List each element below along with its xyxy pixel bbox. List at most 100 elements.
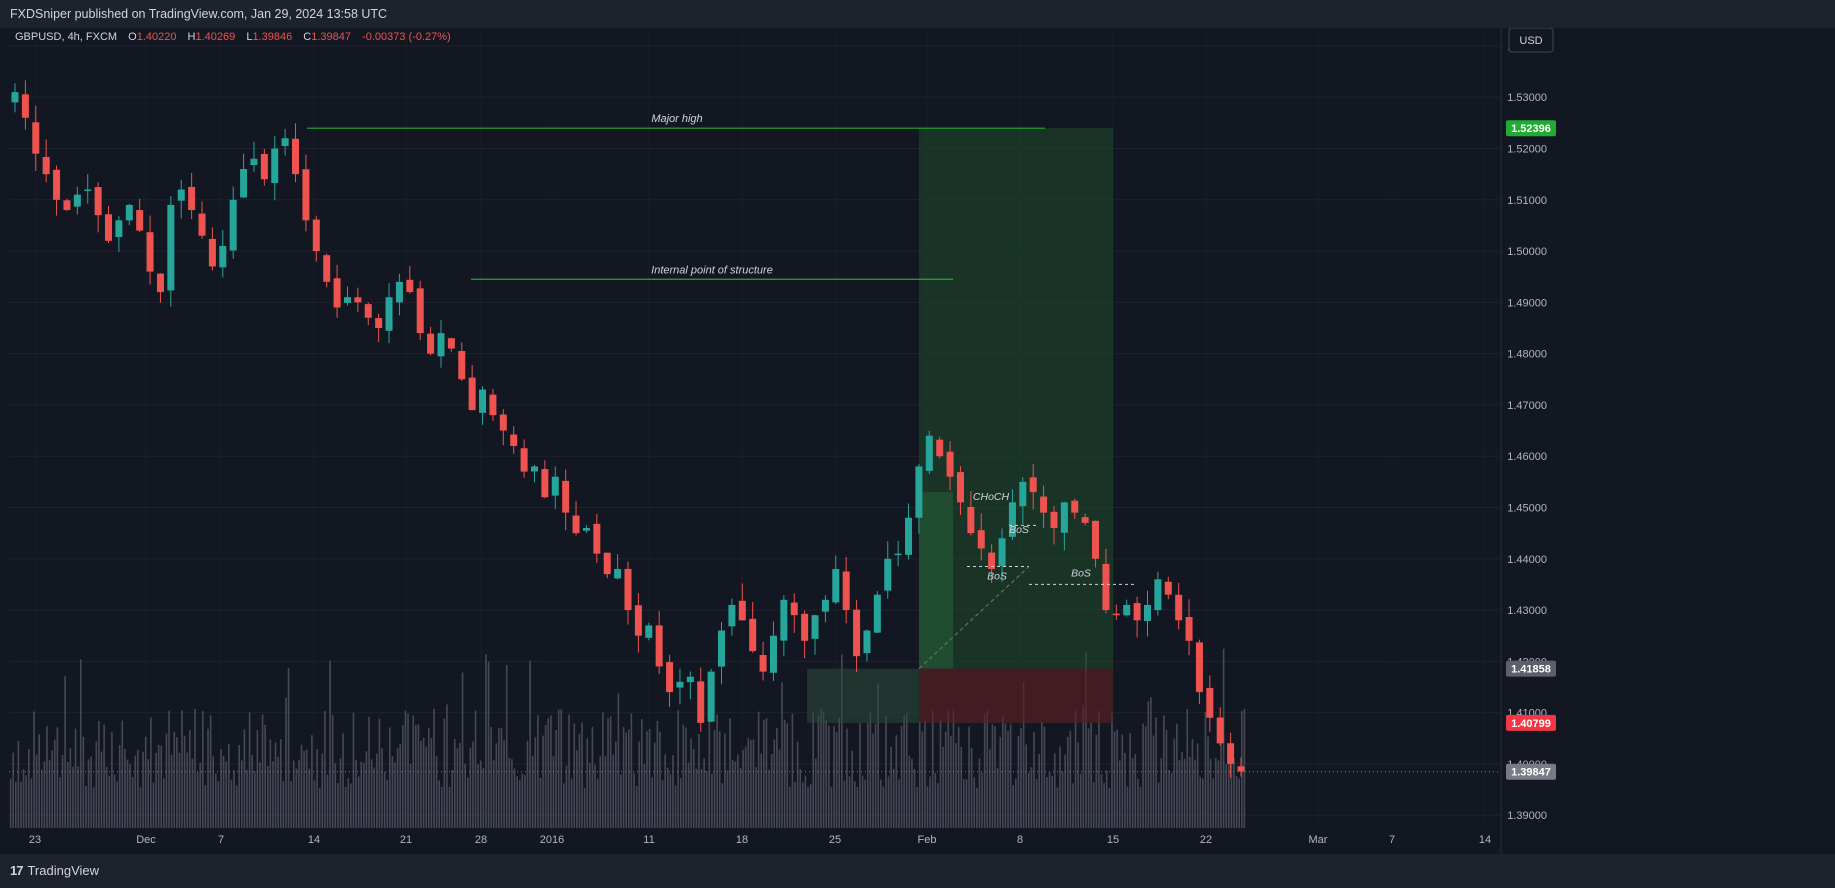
candle-body <box>728 604 736 627</box>
volume-bar <box>233 770 235 828</box>
volume-bar <box>160 745 163 828</box>
volume-bar <box>547 718 550 828</box>
tradingview-logo[interactable]: 17 TradingView <box>10 863 99 878</box>
volume-bar <box>970 748 973 828</box>
volume-bar <box>46 726 48 828</box>
volume-bar <box>469 747 472 828</box>
volume-bar <box>1105 770 1108 828</box>
volume-bar <box>1079 773 1082 828</box>
volume-bar <box>331 714 334 828</box>
volume-bar <box>635 786 638 828</box>
volume-bar <box>1121 734 1124 828</box>
volume-bar <box>934 772 937 828</box>
volume-bar <box>1131 758 1134 828</box>
volume-bar <box>189 730 191 828</box>
legend-close: 1.39847 <box>311 31 351 43</box>
volume-bar <box>796 741 799 828</box>
candle-body <box>468 377 476 411</box>
volume-bar <box>913 768 916 828</box>
volume-bar <box>500 728 503 828</box>
volume-bar <box>381 748 383 828</box>
candle-body <box>125 204 133 221</box>
volume-bar <box>570 778 573 828</box>
price-chart[interactable]: Major high Internal point of structure CHo… <box>9 27 1835 854</box>
internal-structure-label: Internal point of structure <box>651 264 773 276</box>
volume-bar <box>581 722 583 828</box>
volume-bar <box>1165 729 1168 828</box>
volume-bar <box>874 723 877 828</box>
candle-body <box>115 220 123 238</box>
candles <box>11 80 1245 778</box>
volume-bar <box>1139 786 1142 828</box>
volume-bar <box>879 779 882 828</box>
volume-bar <box>900 725 903 828</box>
volume-bar <box>1022 682 1025 828</box>
volume-bar <box>994 726 996 828</box>
candle-body <box>977 530 985 549</box>
volume-bar <box>305 749 308 828</box>
volume-bar <box>708 711 711 828</box>
candle-body <box>375 318 383 328</box>
volume-bar <box>337 782 339 828</box>
volume-bar <box>391 756 394 828</box>
time-tick-label: 25 <box>829 834 841 846</box>
stop-zone <box>919 668 1113 723</box>
candle-body <box>707 671 715 722</box>
tradingview-brand: TradingView <box>27 863 100 878</box>
volume-bar <box>33 711 35 828</box>
volume-bar <box>817 715 820 828</box>
volume-bar <box>492 760 495 828</box>
volume-bar <box>1191 738 1194 828</box>
candle-body <box>53 169 61 200</box>
candle-body <box>624 568 632 611</box>
volume-bar <box>459 742 461 828</box>
volume-bar <box>1111 712 1113 828</box>
volume-bar <box>77 766 79 828</box>
volume-bar <box>238 745 240 828</box>
volume-bar <box>773 739 776 828</box>
volume-bar <box>1124 753 1126 828</box>
volume-bar <box>1209 758 1212 828</box>
candle-body <box>437 333 445 357</box>
candle-body <box>915 466 923 518</box>
volume-bar <box>69 748 72 828</box>
volume-bar <box>1126 786 1129 828</box>
currency-label[interactable]: USD <box>1519 35 1542 47</box>
candle-body <box>1029 477 1037 493</box>
volume-bar <box>27 749 30 828</box>
volume-bar <box>978 758 981 828</box>
volume-bar <box>835 732 838 828</box>
candle-body <box>343 297 351 303</box>
price-tag-stop <box>1506 714 1556 731</box>
chart-area[interactable]: Major high Internal point of structure CHo… <box>9 27 1835 854</box>
volume-bar <box>1098 710 1100 828</box>
time-tick-label: 8 <box>1017 834 1023 846</box>
volume-bar <box>653 742 656 828</box>
volume-bar <box>404 710 407 828</box>
currency-button[interactable] <box>1508 27 1554 53</box>
volume-bar <box>1163 715 1165 828</box>
candle-body <box>853 609 861 657</box>
volume-bar <box>596 778 599 828</box>
volume-bar <box>1025 744 1028 828</box>
candle-body <box>333 278 341 308</box>
volume-bar <box>700 769 703 828</box>
price-tag-label: 1.39847 <box>1511 767 1551 779</box>
volume-bar <box>461 672 464 828</box>
candle-body <box>603 552 611 575</box>
volume-bar <box>157 744 160 828</box>
volume-bar <box>407 713 409 828</box>
time-tick-label: 18 <box>736 834 748 846</box>
volume-bar <box>290 781 292 828</box>
volume-bar <box>316 749 318 828</box>
volume-bar <box>253 771 256 828</box>
legend-symbol: GBPUSD, 4h, FXCM <box>15 31 117 43</box>
candle-body <box>1143 604 1151 622</box>
price-tag-label: 1.40799 <box>1511 718 1551 730</box>
volume-bar <box>931 710 934 828</box>
volume-bar <box>389 727 391 828</box>
volume-bar <box>1056 787 1059 828</box>
volume-bar <box>1051 775 1053 828</box>
volume-bar <box>677 710 679 828</box>
candle-body <box>593 523 601 554</box>
